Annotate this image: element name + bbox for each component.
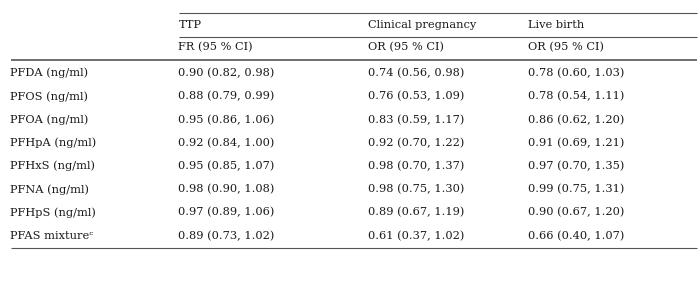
Text: 0.98 (0.70, 1.37): 0.98 (0.70, 1.37) <box>368 161 464 171</box>
Text: OR (95 % CI): OR (95 % CI) <box>528 42 605 52</box>
Text: PFDA (ng/ml): PFDA (ng/ml) <box>10 68 89 78</box>
Text: PFHpS (ng/ml): PFHpS (ng/ml) <box>10 207 97 218</box>
Text: 0.90 (0.67, 1.20): 0.90 (0.67, 1.20) <box>528 207 625 218</box>
Text: 0.91 (0.69, 1.21): 0.91 (0.69, 1.21) <box>528 138 625 148</box>
Text: PFAS mixtureᶜ: PFAS mixtureᶜ <box>10 231 94 241</box>
Text: 0.98 (0.75, 1.30): 0.98 (0.75, 1.30) <box>368 184 464 194</box>
Text: TTP: TTP <box>178 20 202 30</box>
Text: PFOA (ng/ml): PFOA (ng/ml) <box>10 114 89 125</box>
Text: 0.89 (0.73, 1.02): 0.89 (0.73, 1.02) <box>178 230 275 241</box>
Text: 0.88 (0.79, 0.99): 0.88 (0.79, 0.99) <box>178 91 275 102</box>
Text: 0.98 (0.90, 1.08): 0.98 (0.90, 1.08) <box>178 184 275 194</box>
Text: 0.74 (0.56, 0.98): 0.74 (0.56, 0.98) <box>368 68 464 78</box>
Text: 0.86 (0.62, 1.20): 0.86 (0.62, 1.20) <box>528 114 625 125</box>
Text: 0.61 (0.37, 1.02): 0.61 (0.37, 1.02) <box>368 230 464 241</box>
Text: 0.92 (0.70, 1.22): 0.92 (0.70, 1.22) <box>368 138 464 148</box>
Text: 0.89 (0.67, 1.19): 0.89 (0.67, 1.19) <box>368 207 464 218</box>
Text: PFHxS (ng/ml): PFHxS (ng/ml) <box>10 161 95 171</box>
Text: 0.97 (0.70, 1.35): 0.97 (0.70, 1.35) <box>528 161 625 171</box>
Text: 0.90 (0.82, 0.98): 0.90 (0.82, 0.98) <box>178 68 275 78</box>
Text: 0.95 (0.86, 1.06): 0.95 (0.86, 1.06) <box>178 114 275 125</box>
Text: 0.78 (0.60, 1.03): 0.78 (0.60, 1.03) <box>528 68 625 78</box>
Text: 0.76 (0.53, 1.09): 0.76 (0.53, 1.09) <box>368 91 464 102</box>
Text: Live birth: Live birth <box>528 20 584 30</box>
Text: PFOS (ng/ml): PFOS (ng/ml) <box>10 91 88 102</box>
Text: FR (95 % CI): FR (95 % CI) <box>178 42 253 52</box>
Text: OR (95 % CI): OR (95 % CI) <box>368 42 444 52</box>
Text: PFNA (ng/ml): PFNA (ng/ml) <box>10 184 90 194</box>
Text: 0.95 (0.85, 1.07): 0.95 (0.85, 1.07) <box>178 161 275 171</box>
Text: Clinical pregnancy: Clinical pregnancy <box>368 20 476 30</box>
Text: PFHpA (ng/ml): PFHpA (ng/ml) <box>10 138 97 148</box>
Text: 0.97 (0.89, 1.06): 0.97 (0.89, 1.06) <box>178 207 275 218</box>
Text: 0.78 (0.54, 1.11): 0.78 (0.54, 1.11) <box>528 91 625 102</box>
Text: 0.92 (0.84, 1.00): 0.92 (0.84, 1.00) <box>178 138 275 148</box>
Text: 0.66 (0.40, 1.07): 0.66 (0.40, 1.07) <box>528 230 625 241</box>
Text: 0.83 (0.59, 1.17): 0.83 (0.59, 1.17) <box>368 114 464 125</box>
Text: 0.99 (0.75, 1.31): 0.99 (0.75, 1.31) <box>528 184 625 194</box>
